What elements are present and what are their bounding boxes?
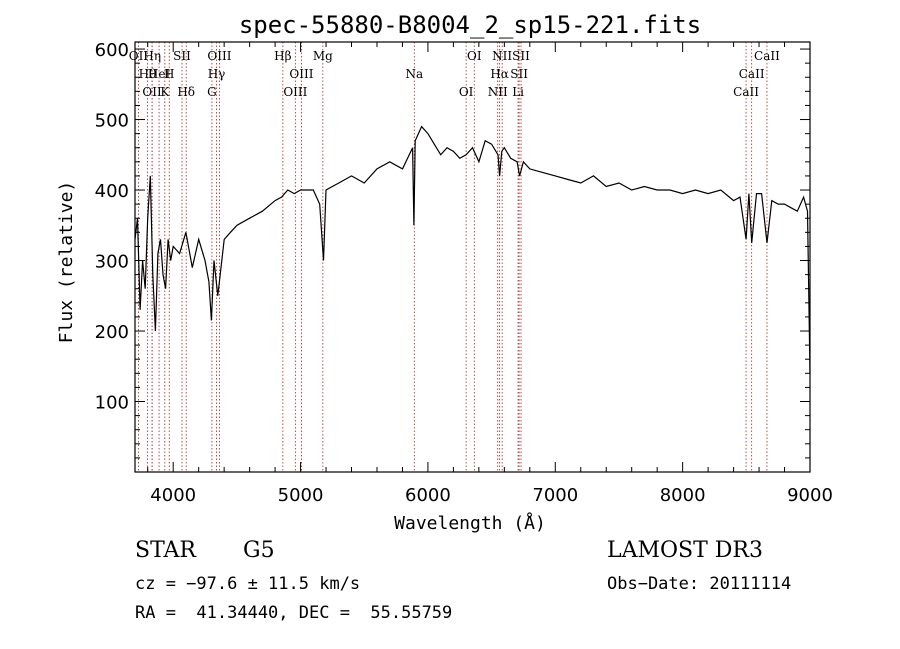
spectral-line-label: CaII [739,67,765,81]
y-tick-label: 500 [95,111,129,132]
x-axis-label: Wavelength (Å) [394,512,546,534]
spectral-line-label: Hβ [274,49,291,63]
spectral-line-labels: OIIHθOIIHηHeIKSIIHHδOIIIHγGHβOIIIOIIIMgN… [129,49,780,99]
spectral-line-label: CaII [733,85,759,99]
y-tick-label: 600 [95,40,129,61]
spectral-line-label: Hη [143,49,161,63]
chart-title: spec-55880-B8004_2_sp15-221.fits [239,11,701,39]
spectrum-chart: spec-55880-B8004_2_sp15-221.fits OII Hθ OI… [56,11,833,534]
observation-date: Obs−Date: 20111114 [607,574,792,594]
y-axis-label: Flux (relative) [56,181,77,344]
y-tick-label: 300 [95,252,129,273]
spectral-line-markers [138,42,768,472]
spectral-line-label: SII [512,49,530,63]
spectral-line-label: NII [488,85,508,99]
spectral-line-label: OI [459,85,474,99]
spectral-line-label: OII [142,85,162,99]
spectrum-series-line [134,125,811,374]
y-tick-label: 400 [95,181,129,202]
spectral-line-label: CaII [754,49,780,63]
x-tick-label: 5000 [278,485,324,506]
spectral-line-label: NII [492,49,512,63]
redshift-velocity: cz = −97.6 ± 11.5 km/s [135,574,361,594]
y-tick-label: 100 [95,393,129,414]
spectral-line-label: OII [129,49,149,63]
spectral-line-label: K [160,85,170,99]
x-tick-label: 8000 [660,485,706,506]
axis-ticks: 4000 5000 6000 7000 8000 9000 100 200 300 400 500 6… [95,40,833,506]
x-tick-label: 6000 [405,485,451,506]
spectral-line-label: Hδ [177,85,195,99]
spectral-line-label: Hγ [208,67,226,81]
spectral-line-label: OIII [283,85,307,99]
plot-frame [134,41,811,473]
x-tick-label: 9000 [787,485,833,506]
survey-name: LAMOST DR3 [607,538,763,563]
object-subclass: G5 [243,538,275,563]
spectral-line-label: Hθ [139,67,157,81]
sky-coordinates: RA = 41.34440, DEC = 55.55759 [135,603,453,623]
spectral-line-label: OIII [289,67,313,81]
spectral-line-label: OIII [207,49,231,63]
spectral-line-label: H [164,67,174,81]
spectral-line-label: Mg [313,49,333,63]
y-tick-label: 200 [95,322,129,343]
spectral-line-label: HeI [148,67,171,81]
spectral-line-label: Li [512,85,524,99]
spectral-line-label: Na [405,67,423,81]
object-class: STAR [135,538,196,563]
spectral-line-label: SII [173,49,191,63]
x-tick-label: 4000 [150,485,196,506]
spectral-line-label: Hα [490,67,509,81]
spectral-line-label: OI [467,49,482,63]
spectral-line-label: SII [510,67,528,81]
spectral-line-label: G [207,85,217,99]
x-tick-label: 7000 [532,485,578,506]
